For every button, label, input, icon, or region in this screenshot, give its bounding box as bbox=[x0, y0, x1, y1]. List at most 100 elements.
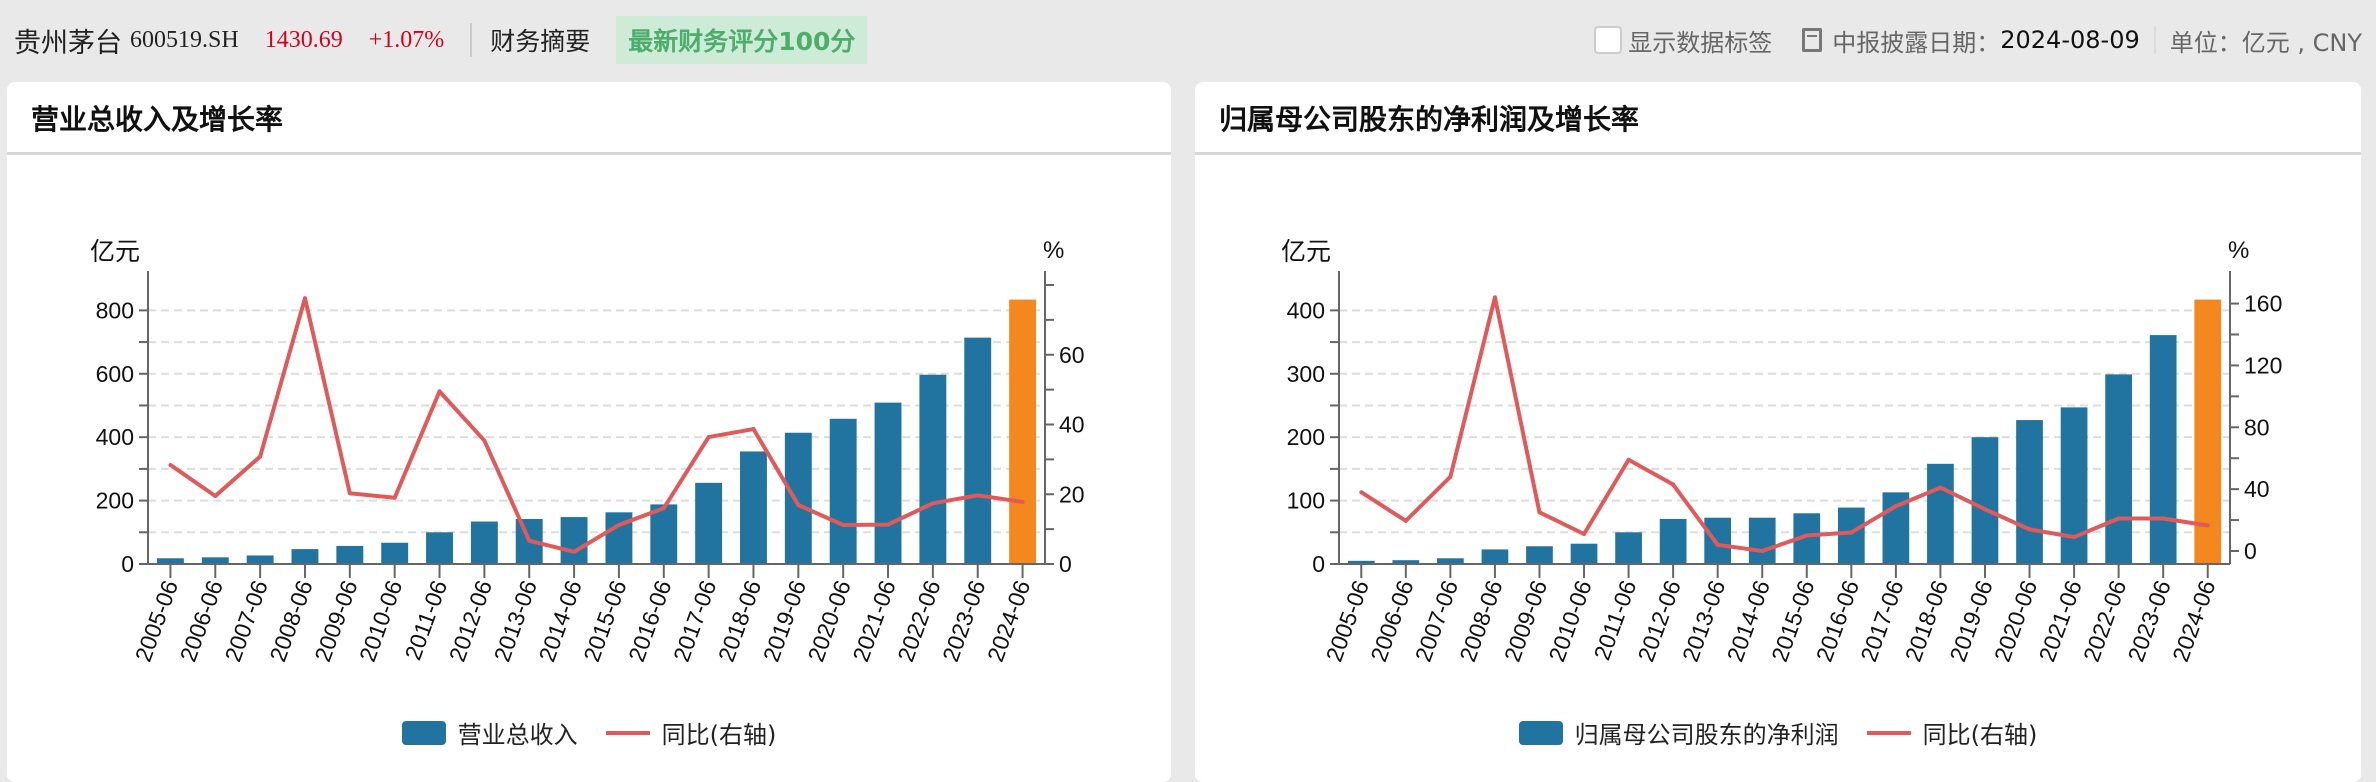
bar bbox=[1704, 517, 1732, 564]
x-tick-label: 2024-06 bbox=[982, 577, 1035, 665]
show-labels-label[interactable]: 显示数据标签 bbox=[1628, 28, 1773, 57]
chart-legend: 营业总收入 同比(右轴) bbox=[7, 715, 1171, 750]
y2-tick-label: 160 bbox=[2244, 291, 2282, 317]
x-tick-label: 2017-06 bbox=[668, 577, 721, 665]
top-bar: 贵州茅台 600519.SH 1430.69 +1.07% 财务摘要 最新财务评… bbox=[0, 0, 2376, 80]
bar bbox=[1659, 518, 1687, 564]
growth-point bbox=[1849, 530, 1854, 535]
growth-point bbox=[213, 493, 218, 498]
legend-line-swatch bbox=[1866, 730, 1911, 735]
growth-point bbox=[930, 501, 935, 506]
bar bbox=[2016, 420, 2043, 564]
x-tick-label: 2023-06 bbox=[937, 577, 990, 665]
x-tick-label: 2011-06 bbox=[400, 577, 453, 664]
y2-axis-unit: % bbox=[2228, 237, 2249, 264]
growth-point bbox=[1020, 499, 1025, 504]
x-tick-label: 2019-06 bbox=[758, 577, 811, 665]
show-labels-checkbox[interactable] bbox=[1594, 26, 1623, 54]
y-tick-label: 400 bbox=[96, 424, 134, 450]
bar bbox=[1927, 463, 1954, 564]
legend-line-label[interactable]: 同比(右轴) bbox=[1922, 721, 2038, 749]
x-tick-label: 2009-06 bbox=[309, 577, 362, 665]
growth-point bbox=[616, 522, 621, 527]
legend-bar-swatch bbox=[1518, 720, 1563, 745]
x-tick-label: 2015-06 bbox=[578, 577, 631, 665]
growth-point bbox=[886, 522, 891, 527]
calendar-icon bbox=[1802, 28, 1823, 52]
growth-point bbox=[841, 522, 846, 527]
y2-tick-label: 20 bbox=[1059, 481, 1085, 507]
growth-point bbox=[975, 493, 980, 498]
revenue-panel: 营业总收入及增长率 0 200 400 600 800 0 20 40 60 亿元% 2005-06… bbox=[7, 82, 1171, 782]
stock-code: 600519.SH bbox=[130, 26, 239, 53]
y-tick-label: 100 bbox=[1287, 488, 1325, 514]
x-tick-label: 2024-06 bbox=[2167, 577, 2220, 665]
growth-point bbox=[1403, 518, 1408, 523]
bar bbox=[1437, 558, 1464, 564]
bar bbox=[1526, 546, 1553, 564]
bar bbox=[2060, 407, 2088, 564]
stock-name: 贵州茅台 bbox=[14, 27, 122, 58]
bar bbox=[964, 337, 992, 564]
bar bbox=[291, 549, 319, 564]
growth-point bbox=[1938, 485, 1943, 490]
x-tick-label: 2008-06 bbox=[264, 577, 317, 665]
bar bbox=[381, 542, 409, 564]
x-tick-label: 2022-06 bbox=[892, 577, 945, 665]
y-tick-label: 200 bbox=[96, 488, 134, 514]
x-tick-label: 2013-06 bbox=[489, 577, 542, 665]
net-profit-panel: 归属母公司股东的净利润及增长率 0 100 200 300 400 0 40 80 120 160… bbox=[1195, 82, 2361, 782]
bar bbox=[1347, 560, 1375, 564]
y2-tick-label: 0 bbox=[1059, 551, 1072, 577]
y-tick-label: 300 bbox=[1287, 361, 1325, 387]
legend-bar-label[interactable]: 营业总收入 bbox=[457, 721, 578, 749]
growth-point bbox=[1760, 549, 1765, 554]
y2-tick-label: 60 bbox=[1059, 342, 1085, 368]
growth-point bbox=[168, 462, 173, 467]
growth-point bbox=[527, 538, 532, 543]
bar bbox=[650, 504, 678, 564]
growth-point bbox=[1537, 510, 1542, 515]
growth-point bbox=[1715, 542, 1720, 547]
financial-score-badge[interactable]: 最新财务评分100分 bbox=[616, 16, 868, 64]
growth-point bbox=[572, 549, 577, 554]
legend-line-label[interactable]: 同比(右轴) bbox=[661, 721, 777, 749]
growth-point bbox=[1804, 533, 1809, 538]
growth-point bbox=[1582, 531, 1587, 536]
bar bbox=[426, 532, 453, 564]
x-tick-label: 2016-06 bbox=[623, 577, 676, 665]
y-axis-unit: 亿元 bbox=[1281, 238, 1331, 266]
x-tick-label: 2007-06 bbox=[220, 577, 273, 665]
disclosure-date: 2024-08-09 bbox=[2000, 26, 2140, 54]
growth-point bbox=[258, 454, 263, 459]
y-tick-label: 200 bbox=[1287, 424, 1325, 450]
bar bbox=[1748, 517, 1776, 564]
bar bbox=[2149, 335, 2177, 564]
bar bbox=[1971, 437, 1999, 564]
bar bbox=[1009, 299, 1037, 564]
growth-point bbox=[1448, 474, 1453, 479]
growth-point bbox=[302, 296, 307, 301]
bar bbox=[695, 482, 723, 564]
panel-title: 营业总收入及增长率 bbox=[31, 103, 284, 136]
x-tick-label: 2010-06 bbox=[354, 577, 407, 665]
panel-title: 归属母公司股东的净利润及增长率 bbox=[1219, 103, 1640, 136]
growth-point bbox=[2027, 527, 2032, 532]
bar bbox=[560, 517, 588, 564]
stock-price: 1430.69 bbox=[264, 26, 343, 53]
bar bbox=[1570, 543, 1598, 564]
growth-point bbox=[2161, 516, 2166, 521]
legend-bar-label[interactable]: 归属母公司股东的净利润 bbox=[1574, 721, 1839, 749]
growth-point bbox=[1359, 490, 1364, 495]
bar bbox=[2194, 299, 2222, 564]
y2-tick-label: 120 bbox=[2244, 352, 2282, 378]
financial-summary-tab[interactable]: 财务摘要 bbox=[490, 27, 591, 56]
growth-point bbox=[2205, 523, 2210, 528]
x-tick-label: 2011-06 bbox=[1589, 577, 1642, 664]
y-tick-label: 800 bbox=[96, 297, 134, 323]
growth-line bbox=[169, 296, 1023, 554]
price-change: +1.07% bbox=[368, 26, 445, 53]
bar bbox=[1837, 507, 1865, 564]
bar bbox=[470, 521, 498, 564]
